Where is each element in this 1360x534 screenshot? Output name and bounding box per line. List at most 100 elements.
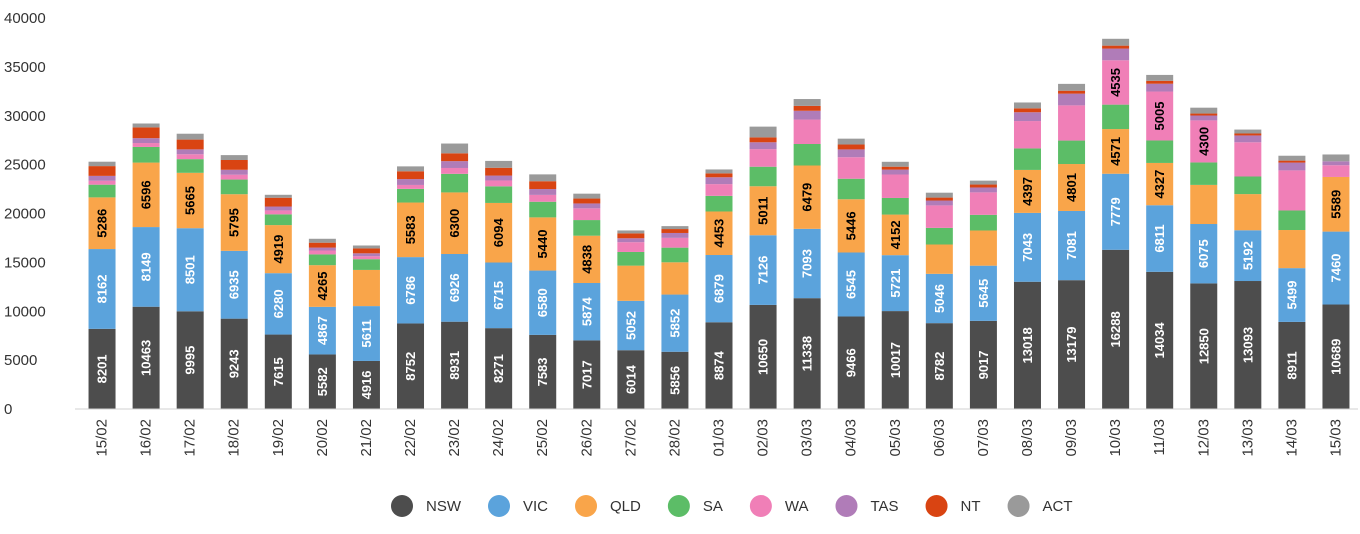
bar-segment-qld [132,162,160,228]
data-label-nsw: 7583 [535,357,550,386]
data-label-nsw: 9466 [844,348,859,377]
x-tick-label: 19/02 [270,419,287,457]
data-label-vic: 5046 [932,284,947,313]
bar-segment-wa [220,174,248,180]
data-label-wa: 5005 [1152,102,1167,131]
bar-segment-act [1190,107,1218,114]
x-tick-label: 02/03 [755,419,772,457]
bar-stack-13-03: 13093 5192 [1234,129,1262,409]
data-label-qld: 4919 [271,235,286,264]
bar-segment-tas [88,175,116,181]
bar-segment-sa [88,184,116,198]
bar-segment-act [220,155,248,161]
data-label-vic: 8162 [95,274,110,303]
bar-segment-qld [749,186,777,236]
bar-segment-act [1234,129,1262,134]
legend-swatch [391,495,413,517]
data-label-qld: 6300 [447,209,462,238]
data-label-qld: 5446 [844,211,859,240]
data-label-vic: 6075 [1196,239,1211,268]
bar-segment-wa [793,119,821,144]
bar-segment-qld [88,197,116,250]
data-label-nsw: 12850 [1196,328,1211,364]
data-label-qld: 5665 [183,186,198,215]
bar-segment-wa [529,194,557,202]
bar-segment-nsw [132,306,160,409]
data-label-qld: 4397 [1020,177,1035,206]
legend-label: NSW [426,498,462,515]
bar-segment-act [793,99,821,106]
bar-segment-act [617,230,645,234]
data-label-vic: 6280 [271,289,286,318]
x-tick-label: 06/03 [931,419,948,457]
bar-segment-qld [573,235,601,283]
bar-segment-nt [1190,113,1218,116]
legend-label: NT [961,498,981,515]
bar-segment-wa [1322,165,1350,177]
legend-swatch [575,495,598,517]
bar-segment-nsw [397,323,425,409]
x-tick-label: 12/03 [1195,419,1212,457]
bar-segment-sa [1102,104,1130,130]
bar-segment-nsw [1146,271,1174,409]
bar-segment-tas [969,187,997,193]
bar-segment-nt [661,229,689,233]
bar-segment-wa [881,174,909,198]
y-tick-label: 20000 [4,206,46,223]
bar-segment-vic [1102,173,1130,250]
data-label-vic: 7126 [756,256,771,285]
bar-segment-sa [485,186,513,203]
bar-segment-wa [88,180,116,185]
bar-segment-nsw [352,360,380,409]
bar-segment-vic [441,253,469,322]
bar-segment-sa [264,214,292,226]
bar-segment-nt [132,127,160,139]
bar-segment-wa [969,192,997,215]
bar-segment-sa [308,254,336,266]
bar-segment-nt [1278,160,1306,163]
bar-stack-22-02: 8752 6786 5583 [397,166,425,409]
bar-stack-05-03: 10017 5721 4152 [881,161,909,409]
bar-stack-16-02: 10463 8149 6596 [132,123,160,409]
bar-segment-act [88,161,116,167]
bar-segment-act [925,192,953,198]
bar-segment-wa [1278,170,1306,211]
x-tick-label: 25/02 [534,419,551,457]
bar-segment-vic [969,265,997,321]
bar-segment-qld [529,217,557,271]
x-tick-label: 07/03 [975,419,992,457]
bar-segment-nt [1058,90,1086,94]
bar-segment-act [397,166,425,172]
bar-segment-nt [1234,133,1262,136]
bar-segment-qld [1322,176,1350,232]
bar-segment-vic [1058,210,1086,281]
bar-segment-tas [1190,115,1218,121]
bar-segment-vic [1234,230,1262,282]
bar-segment-vic [176,228,204,312]
x-tick-label: 10/03 [1107,419,1124,457]
bar-segment-vic [1190,224,1218,284]
bar-segment-vic [1322,231,1350,305]
bar-segment-vic [308,306,336,355]
y-tick-label: 25000 [4,157,46,174]
data-label-vic: 7779 [1108,197,1123,226]
x-tick-label: 05/03 [887,419,904,457]
bar-segment-qld [1278,230,1306,269]
bar-stack-27-02: 6014 5052 [617,230,645,409]
bar-segment-qld [176,172,204,229]
y-tick-label: 5000 [4,352,37,369]
bar-segment-nt [88,166,116,176]
bar-stack-19-02: 7615 6280 4919 [264,194,292,409]
x-tick-label: 21/02 [358,419,375,457]
bar-segment-act [1322,154,1350,162]
bar-segment-act [264,194,292,198]
x-tick-label: 09/03 [1063,419,1080,457]
bar-segment-wa [573,208,601,221]
data-label-nsw: 8874 [712,350,727,380]
data-label-vic: 8501 [183,255,198,284]
bar-segment-tas [352,253,380,257]
data-label-nsw: 5582 [315,367,330,396]
bar-segment-qld [1058,164,1086,211]
y-tick-label: 10000 [4,303,46,320]
bar-segment-act [705,169,733,174]
